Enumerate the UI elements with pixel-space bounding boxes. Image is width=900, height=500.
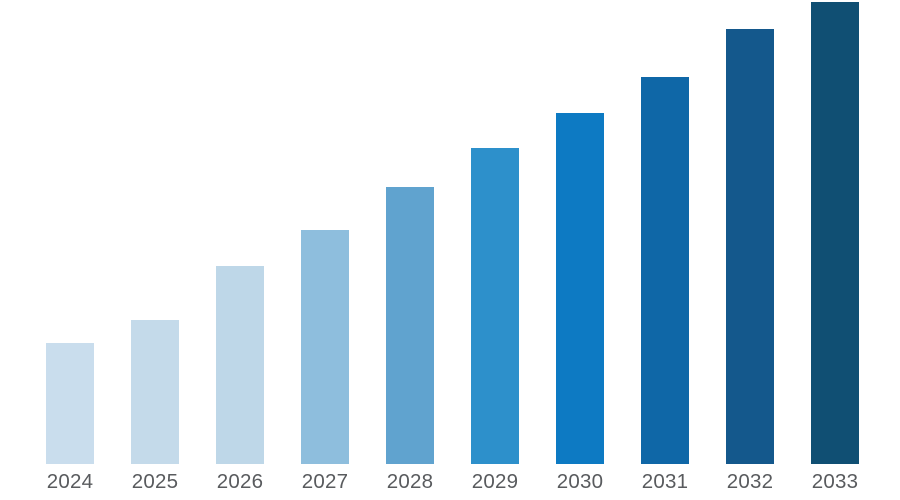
x-tick-label-2027: 2027 — [301, 470, 349, 493]
x-tick-label-2029: 2029 — [471, 470, 519, 493]
x-tick-label-2032: 2032 — [726, 470, 774, 493]
bar-2032 — [726, 29, 774, 464]
bar-2029 — [471, 148, 519, 464]
bar-2028 — [386, 187, 434, 464]
bar-2024 — [46, 343, 94, 464]
x-tick-label-2030: 2030 — [556, 470, 604, 493]
x-axis-labels: 2024 2025 2026 2027 2028 2029 2030 2031 2032 2033 — [0, 468, 900, 498]
bar-2030 — [556, 113, 604, 464]
bar-2033 — [811, 2, 859, 464]
x-tick-label-2031: 2031 — [641, 470, 689, 493]
x-tick-label-2033: 2033 — [811, 470, 859, 493]
plot-area — [46, 2, 859, 464]
bar-2027 — [301, 230, 349, 464]
bar-2031 — [641, 77, 689, 464]
bar-2026 — [216, 266, 264, 464]
x-tick-label-2025: 2025 — [131, 470, 179, 493]
x-tick-label-2024: 2024 — [46, 470, 94, 493]
x-tick-label-2028: 2028 — [386, 470, 434, 493]
bar-2025 — [131, 320, 179, 464]
x-tick-label-2026: 2026 — [216, 470, 264, 493]
